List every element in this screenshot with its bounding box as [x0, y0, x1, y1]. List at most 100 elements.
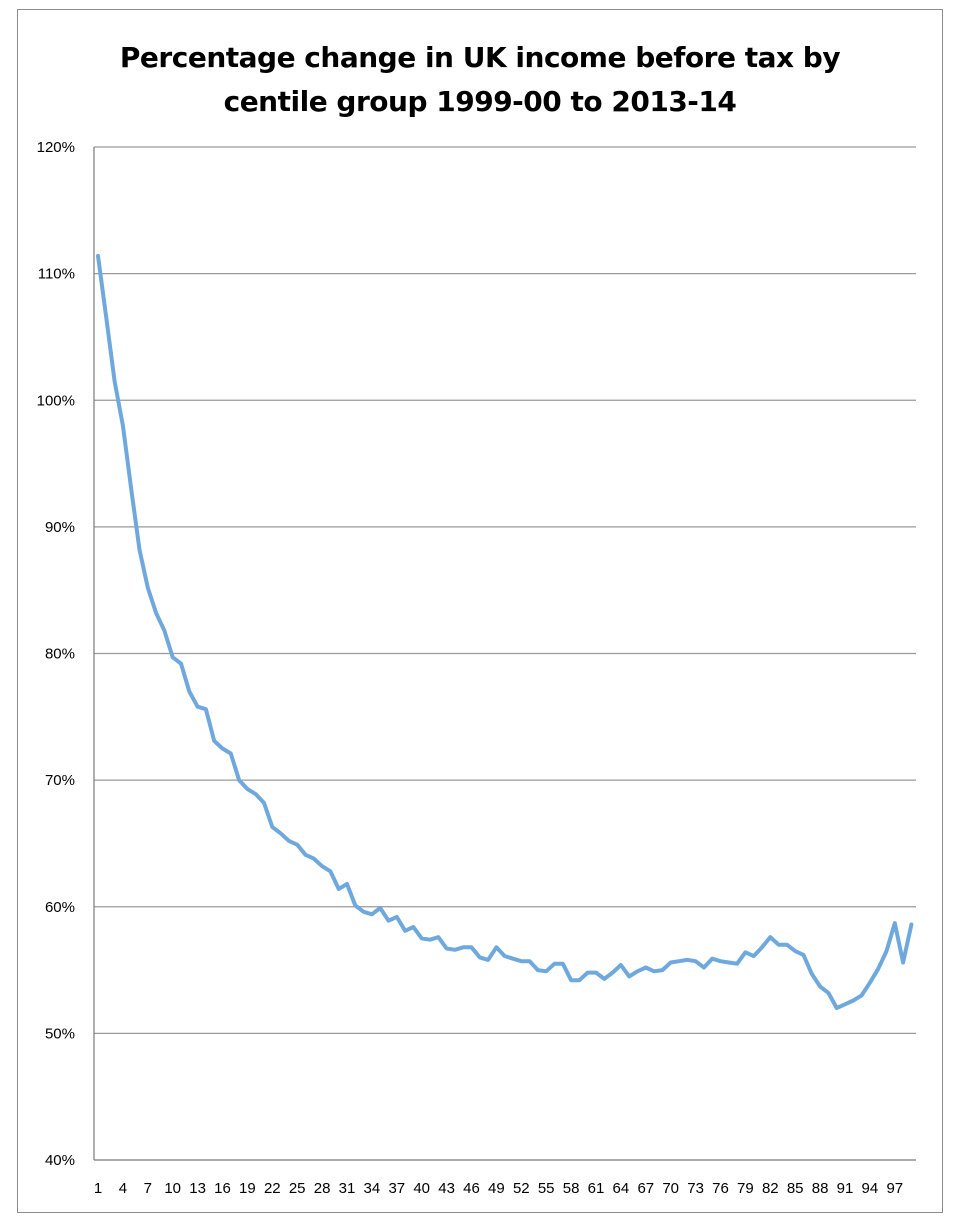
x-tick-label: 76	[712, 1180, 729, 1197]
x-tick-label: 88	[812, 1180, 829, 1197]
data-point	[113, 379, 117, 383]
x-tick-label: 22	[264, 1180, 281, 1197]
x-tick-label: 37	[388, 1180, 405, 1197]
data-point	[561, 962, 565, 966]
chart-title-line-1: Percentage change in UK income before ta…	[119, 41, 841, 74]
data-point	[179, 662, 183, 666]
data-point	[129, 487, 133, 491]
y-tick-label: 90%	[45, 519, 75, 536]
data-point	[395, 915, 399, 919]
x-tick-label: 13	[189, 1180, 206, 1197]
data-point	[96, 254, 100, 258]
data-point	[785, 943, 789, 947]
data-point	[328, 869, 332, 873]
data-point	[470, 945, 474, 949]
data-point	[428, 938, 432, 942]
data-point	[594, 971, 598, 975]
data-point	[644, 966, 648, 970]
data-point	[851, 999, 855, 1003]
data-point	[337, 887, 341, 891]
data-point	[660, 968, 664, 972]
data-point	[229, 752, 233, 756]
data-point	[652, 969, 656, 973]
data-point	[378, 906, 382, 910]
x-axis-tick-labels: 1 4 7 10 13 16 19 22 25 28 31 34 37 40 43 46 49 52 55 58 61 6…	[94, 1180, 903, 1197]
y-tick-label: 40%	[45, 1152, 75, 1169]
data-point	[154, 611, 158, 615]
data-point	[876, 967, 880, 971]
data-point	[752, 954, 756, 958]
data-point	[420, 936, 424, 940]
data-point	[304, 853, 308, 857]
x-tick-label: 70	[662, 1180, 679, 1197]
data-point	[162, 629, 166, 633]
data-point	[362, 910, 366, 914]
data-point	[237, 778, 241, 782]
x-tick-label: 82	[762, 1180, 779, 1197]
data-point	[196, 705, 200, 709]
data-point	[171, 655, 175, 659]
chart-frame	[17, 9, 943, 1213]
data-point	[768, 935, 772, 939]
x-tick-label: 34	[364, 1180, 381, 1197]
data-point	[403, 929, 407, 933]
data-point	[669, 961, 673, 965]
data-point	[619, 963, 623, 967]
y-tick-label: 70%	[45, 772, 75, 789]
data-point	[445, 947, 449, 951]
x-tick-label: 94	[862, 1180, 879, 1197]
data-point	[577, 978, 581, 982]
series-line	[96, 253, 914, 1010]
data-point	[743, 950, 747, 954]
x-tick-label: 85	[787, 1180, 804, 1197]
data-point	[345, 882, 349, 886]
x-tick-label: 64	[613, 1180, 630, 1197]
data-point	[860, 993, 864, 997]
data-series	[96, 253, 914, 1010]
axes	[93, 147, 916, 1161]
y-tick-label: 80%	[45, 646, 75, 663]
chart-title-line-2: centile group 1999-00 to 2013-14	[223, 85, 737, 118]
x-tick-label: 52	[513, 1180, 530, 1197]
data-point	[146, 586, 150, 590]
data-point	[312, 857, 316, 861]
x-tick-label: 31	[339, 1180, 356, 1197]
x-tick-label: 79	[737, 1180, 754, 1197]
data-point	[611, 971, 615, 975]
data-point	[868, 981, 872, 985]
data-point	[636, 969, 640, 973]
data-point	[370, 912, 374, 916]
y-tick-label: 100%	[37, 392, 75, 409]
data-point	[818, 985, 822, 989]
x-tick-label: 61	[588, 1180, 605, 1197]
x-tick-label: 55	[538, 1180, 555, 1197]
x-tick-label: 16	[214, 1180, 231, 1197]
chart-title: Percentage change in UK income before ta…	[40, 36, 920, 124]
data-point	[212, 739, 216, 743]
data-point	[411, 925, 415, 929]
data-point	[602, 977, 606, 981]
data-point	[536, 968, 540, 972]
x-tick-label: 46	[463, 1180, 480, 1197]
data-point	[104, 316, 108, 320]
data-point	[735, 962, 739, 966]
x-tick-label: 7	[144, 1180, 152, 1197]
data-point	[121, 424, 125, 428]
data-point	[777, 943, 781, 947]
gridlines	[94, 146, 916, 1034]
data-point	[511, 957, 515, 961]
y-tick-label: 60%	[45, 899, 75, 916]
data-point	[793, 949, 797, 953]
data-point	[702, 966, 706, 970]
data-point	[885, 949, 889, 953]
x-tick-label: 91	[837, 1180, 854, 1197]
data-point	[893, 921, 897, 925]
data-point	[760, 945, 764, 949]
data-point	[295, 843, 299, 847]
x-tick-label: 28	[314, 1180, 331, 1197]
x-tick-label: 73	[687, 1180, 704, 1197]
data-point	[138, 548, 142, 552]
y-tick-label: 110%	[38, 266, 75, 283]
data-point	[519, 959, 523, 963]
